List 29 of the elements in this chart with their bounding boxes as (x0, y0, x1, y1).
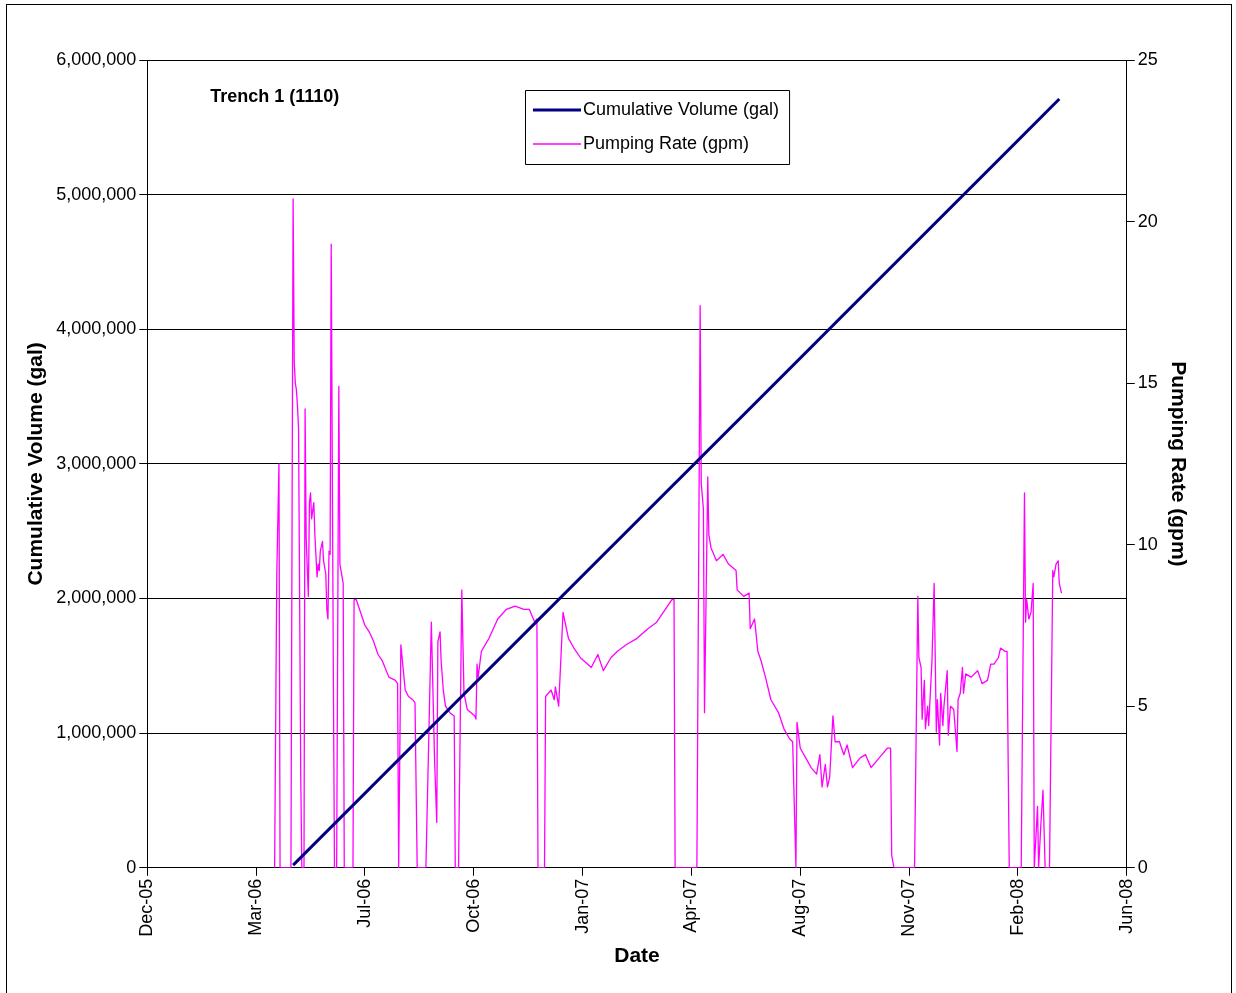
y-tick-label: 1,000,000 (56, 722, 137, 743)
y-tick-label: 6,000,000 (56, 48, 137, 69)
y2-tick-label: 5 (1137, 695, 1148, 716)
text: Trench 1 (1110) (210, 85, 340, 106)
x-tick-label: Apr-07 (680, 878, 701, 933)
x-tick-label: Jun-08 (1115, 878, 1136, 934)
x-axis-title: Date (614, 943, 660, 967)
y-tick-label: 2,000,000 (56, 587, 137, 608)
x-tick-label: Dec-05 (136, 878, 157, 937)
legend-label: Cumulative Volume (gal) (582, 98, 780, 119)
y2-axis-title: Pumping Rate (gpm) (1167, 361, 1191, 567)
y-tick-label: 4,000,000 (56, 318, 137, 339)
x-tick-label: Jul-06 (353, 878, 374, 928)
y2-tick-label: 10 (1137, 533, 1158, 554)
y2-tick-label: 15 (1137, 372, 1158, 393)
y-axis-title: Cumulative Volume (gal) (23, 342, 47, 586)
x-tick-label: Aug-07 (789, 878, 810, 937)
x-tick-label: Jan-07 (571, 878, 592, 934)
x-tick-label: Feb-08 (1006, 878, 1027, 936)
y2-tick-label: 25 (1137, 48, 1158, 69)
y2-tick-label: 20 (1137, 210, 1158, 231)
y-tick-label: 5,000,000 (56, 183, 137, 204)
y-tick-label: 0 (126, 856, 137, 877)
legend-label: Pumping Rate (gpm) (582, 132, 750, 153)
y-tick-label: 3,000,000 (56, 452, 137, 473)
x-tick-label: Mar-06 (245, 878, 266, 936)
y2-tick-label: 0 (1137, 856, 1148, 877)
x-tick-label: Nov-07 (898, 878, 919, 937)
x-tick-label: Oct-06 (462, 878, 483, 933)
